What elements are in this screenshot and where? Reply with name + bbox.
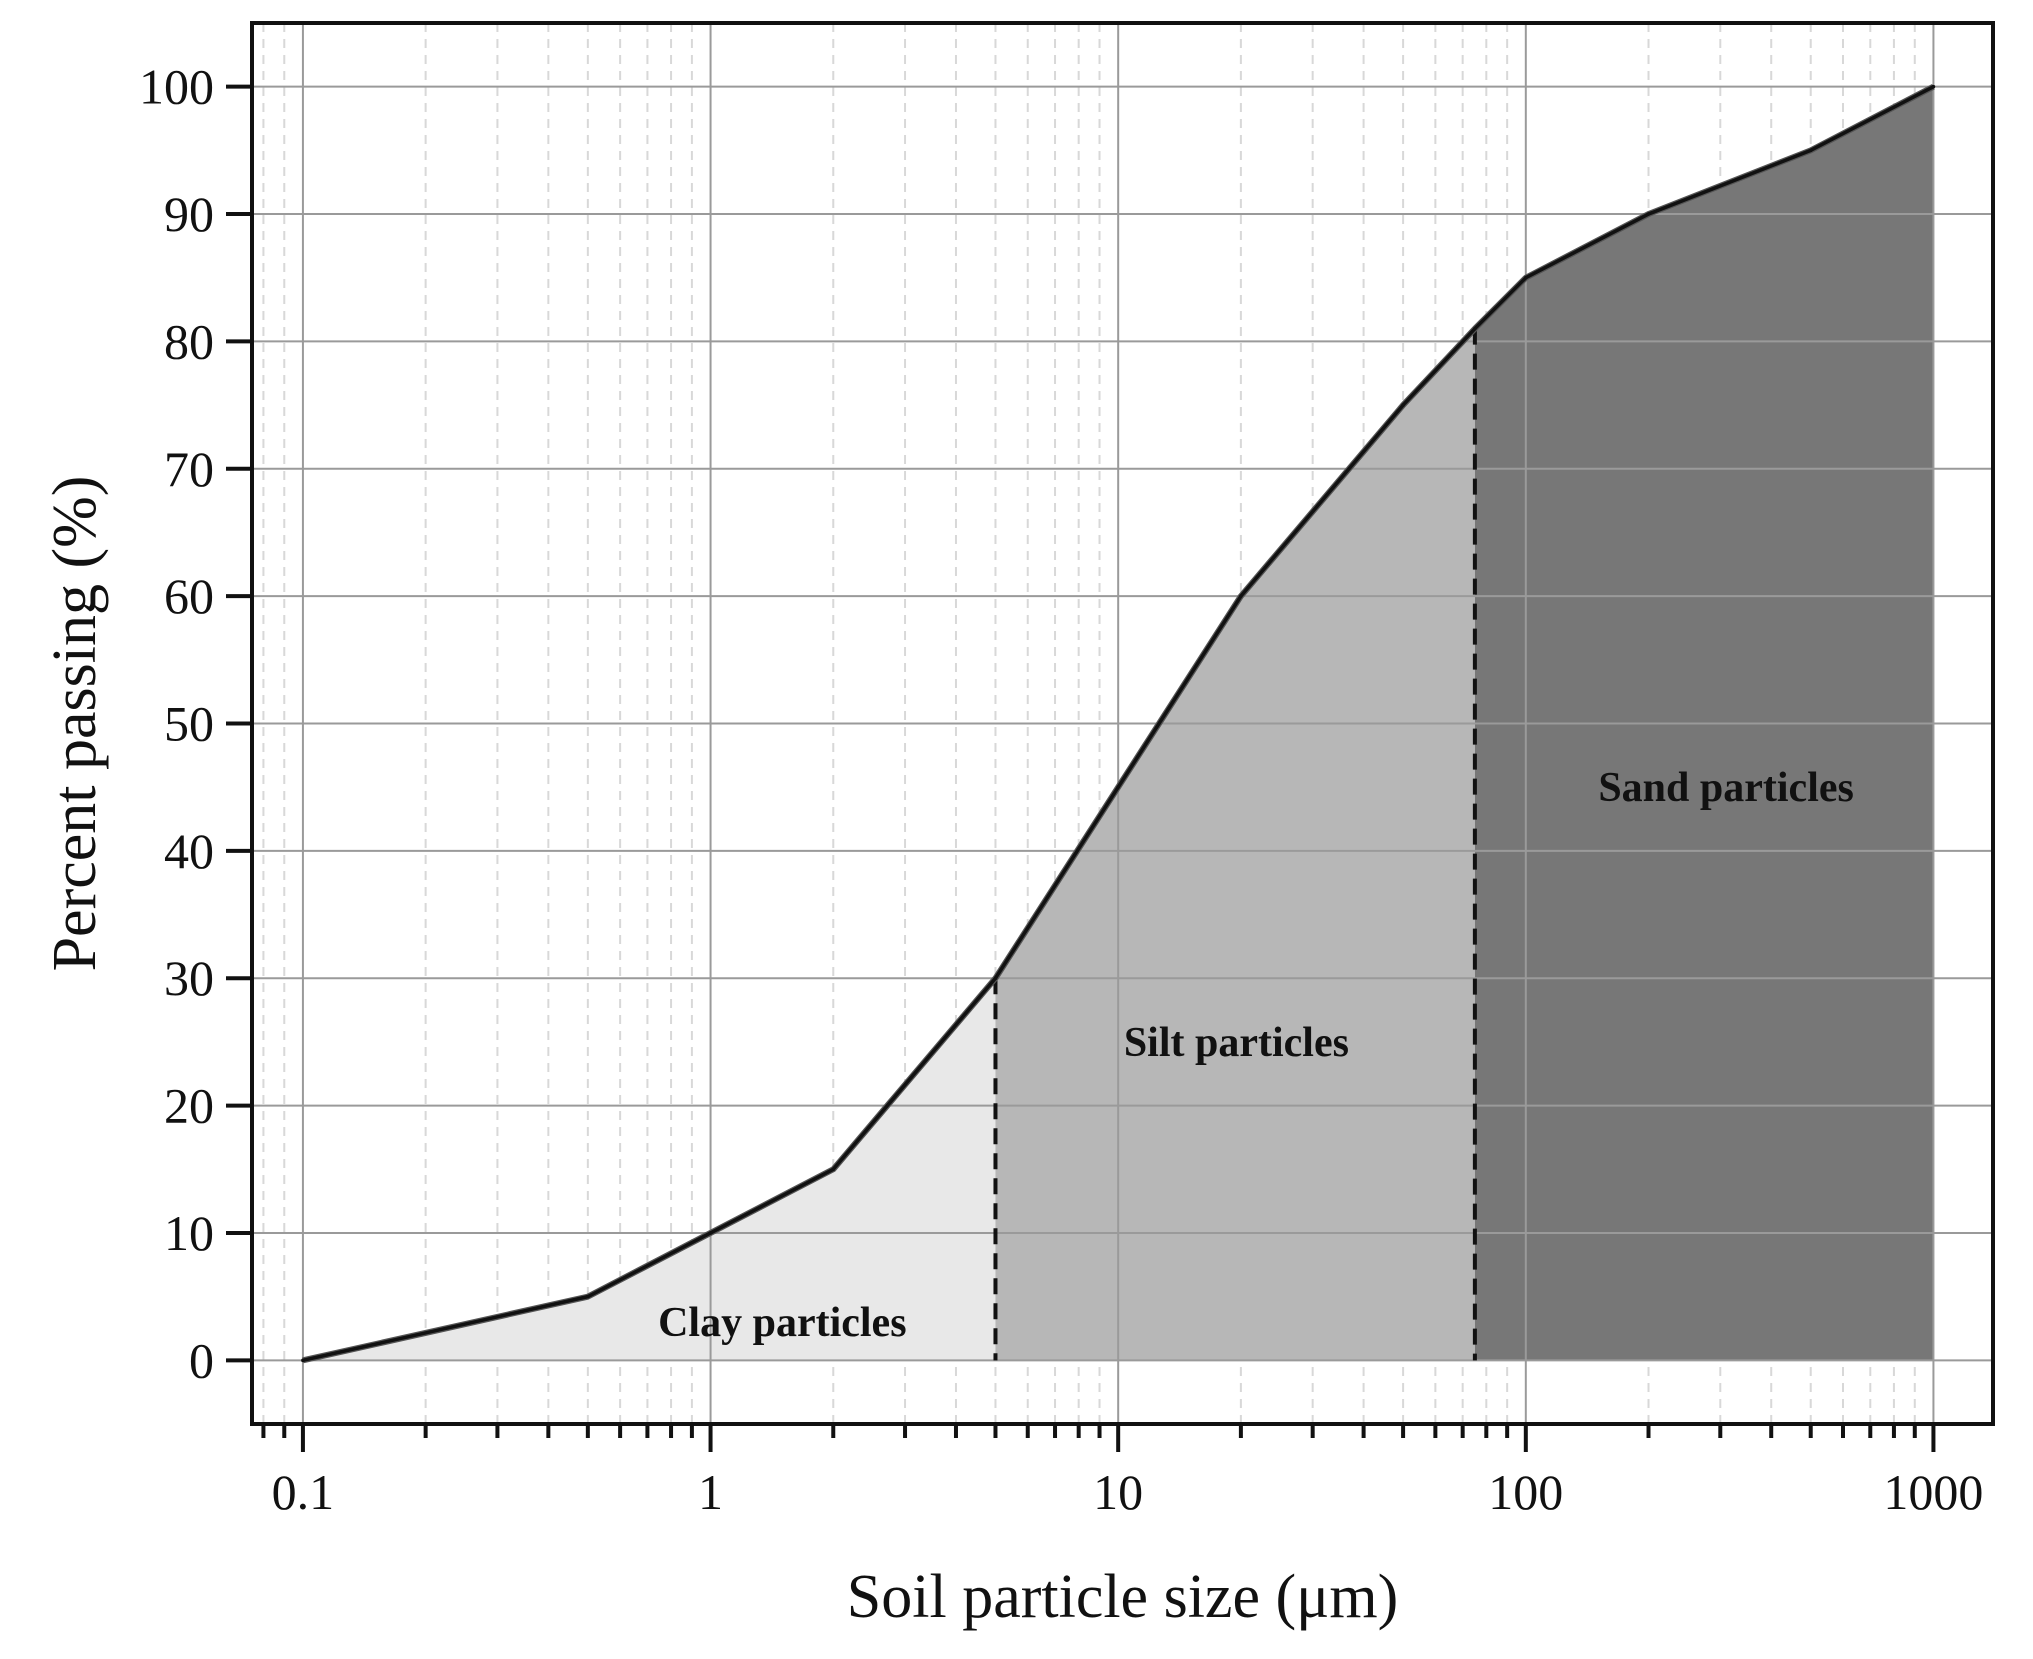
data-point xyxy=(1473,326,1477,331)
data-point xyxy=(1116,785,1120,789)
y-tick-label: 100 xyxy=(139,59,214,115)
region-label: Sand particles xyxy=(1598,765,1854,811)
data-point xyxy=(708,1231,713,1235)
region-fill-1 xyxy=(302,978,996,1361)
y-tick-label: 40 xyxy=(164,823,214,879)
data-point xyxy=(586,1294,590,1299)
y-tick-label: 60 xyxy=(164,568,214,624)
data-point xyxy=(1931,84,1936,89)
x-tick-label: 1 xyxy=(698,1464,723,1520)
x-tick-label: 10 xyxy=(1093,1464,1143,1520)
y-axis-title: Percent passing (%) xyxy=(41,476,109,972)
y-tick-label: 0 xyxy=(189,1332,214,1388)
data-point xyxy=(993,976,998,981)
region-fill-2 xyxy=(995,328,1475,1361)
data-point xyxy=(1646,212,1651,216)
y-tick-label: 20 xyxy=(164,1078,214,1134)
x-tick-label: 0.1 xyxy=(272,1464,335,1520)
region-boundaries xyxy=(993,328,1477,1361)
x-tick-label: 100 xyxy=(1488,1464,1563,1520)
y-tick-label: 70 xyxy=(164,441,214,497)
data-point xyxy=(1524,275,1528,280)
y-tick-label: 80 xyxy=(164,313,214,369)
y-tick-label: 30 xyxy=(164,950,214,1006)
data-point xyxy=(1239,594,1243,598)
data-point xyxy=(1401,403,1405,407)
x-axis-title: Soil particle size (μm) xyxy=(847,1563,1398,1631)
region-label: Silt particles xyxy=(1124,1020,1349,1066)
major-gridlines xyxy=(252,23,1993,1424)
data-series xyxy=(301,84,1936,1364)
y-tick-label: 90 xyxy=(164,186,214,242)
region-label: Clay particles xyxy=(658,1300,906,1346)
y-tick-label: 50 xyxy=(164,696,214,752)
data-point xyxy=(301,1358,305,1363)
y-tick-label: 10 xyxy=(164,1205,214,1261)
data-point xyxy=(1808,148,1813,153)
axes: 0 10 20 30 40 50 60 70 80 90 100 0.1 1 10 100 1000 xyxy=(139,59,1983,1520)
region-labels: Clay particles Silt particles Sand particl… xyxy=(658,765,1854,1346)
data-point xyxy=(831,1167,836,1172)
x-tick-label: 1000 xyxy=(1883,1464,1983,1520)
